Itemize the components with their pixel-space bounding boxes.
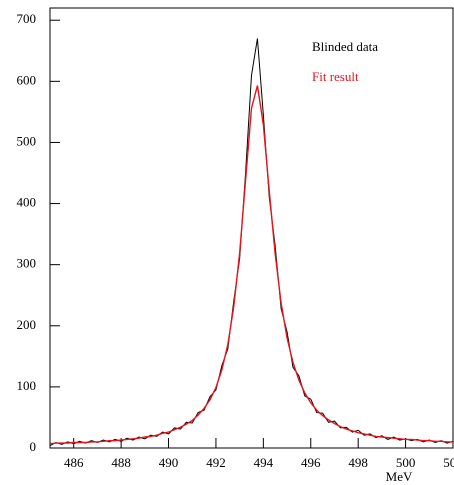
legend-label: Blinded data [312, 39, 378, 54]
x-tick-label: 502 [443, 455, 454, 470]
y-tick-label: 600 [17, 72, 37, 87]
series-line [49, 38, 454, 447]
y-tick-label: 500 [17, 133, 37, 148]
plot-frame [49, 7, 454, 449]
x-tick-label: 494 [254, 455, 274, 470]
x-tick-label: 498 [348, 455, 368, 470]
x-tick-label: 500 [396, 455, 416, 470]
x-tick-label: 496 [301, 455, 321, 470]
y-tick-label: 700 [17, 11, 37, 26]
y-tick-label: 300 [17, 256, 37, 271]
y-tick-label: 100 [17, 378, 37, 393]
legend-label: Fit result [312, 69, 359, 84]
series-line [49, 85, 453, 445]
x-tick-label: 486 [64, 455, 84, 470]
y-tick-label: 200 [17, 317, 37, 332]
x-axis-label: MeV [386, 469, 413, 484]
y-tick-label: 400 [17, 195, 37, 210]
x-tick-label: 490 [159, 455, 179, 470]
x-tick-label: 492 [206, 455, 226, 470]
x-tick-label: 488 [111, 455, 131, 470]
y-tick-label: 0 [30, 439, 37, 454]
